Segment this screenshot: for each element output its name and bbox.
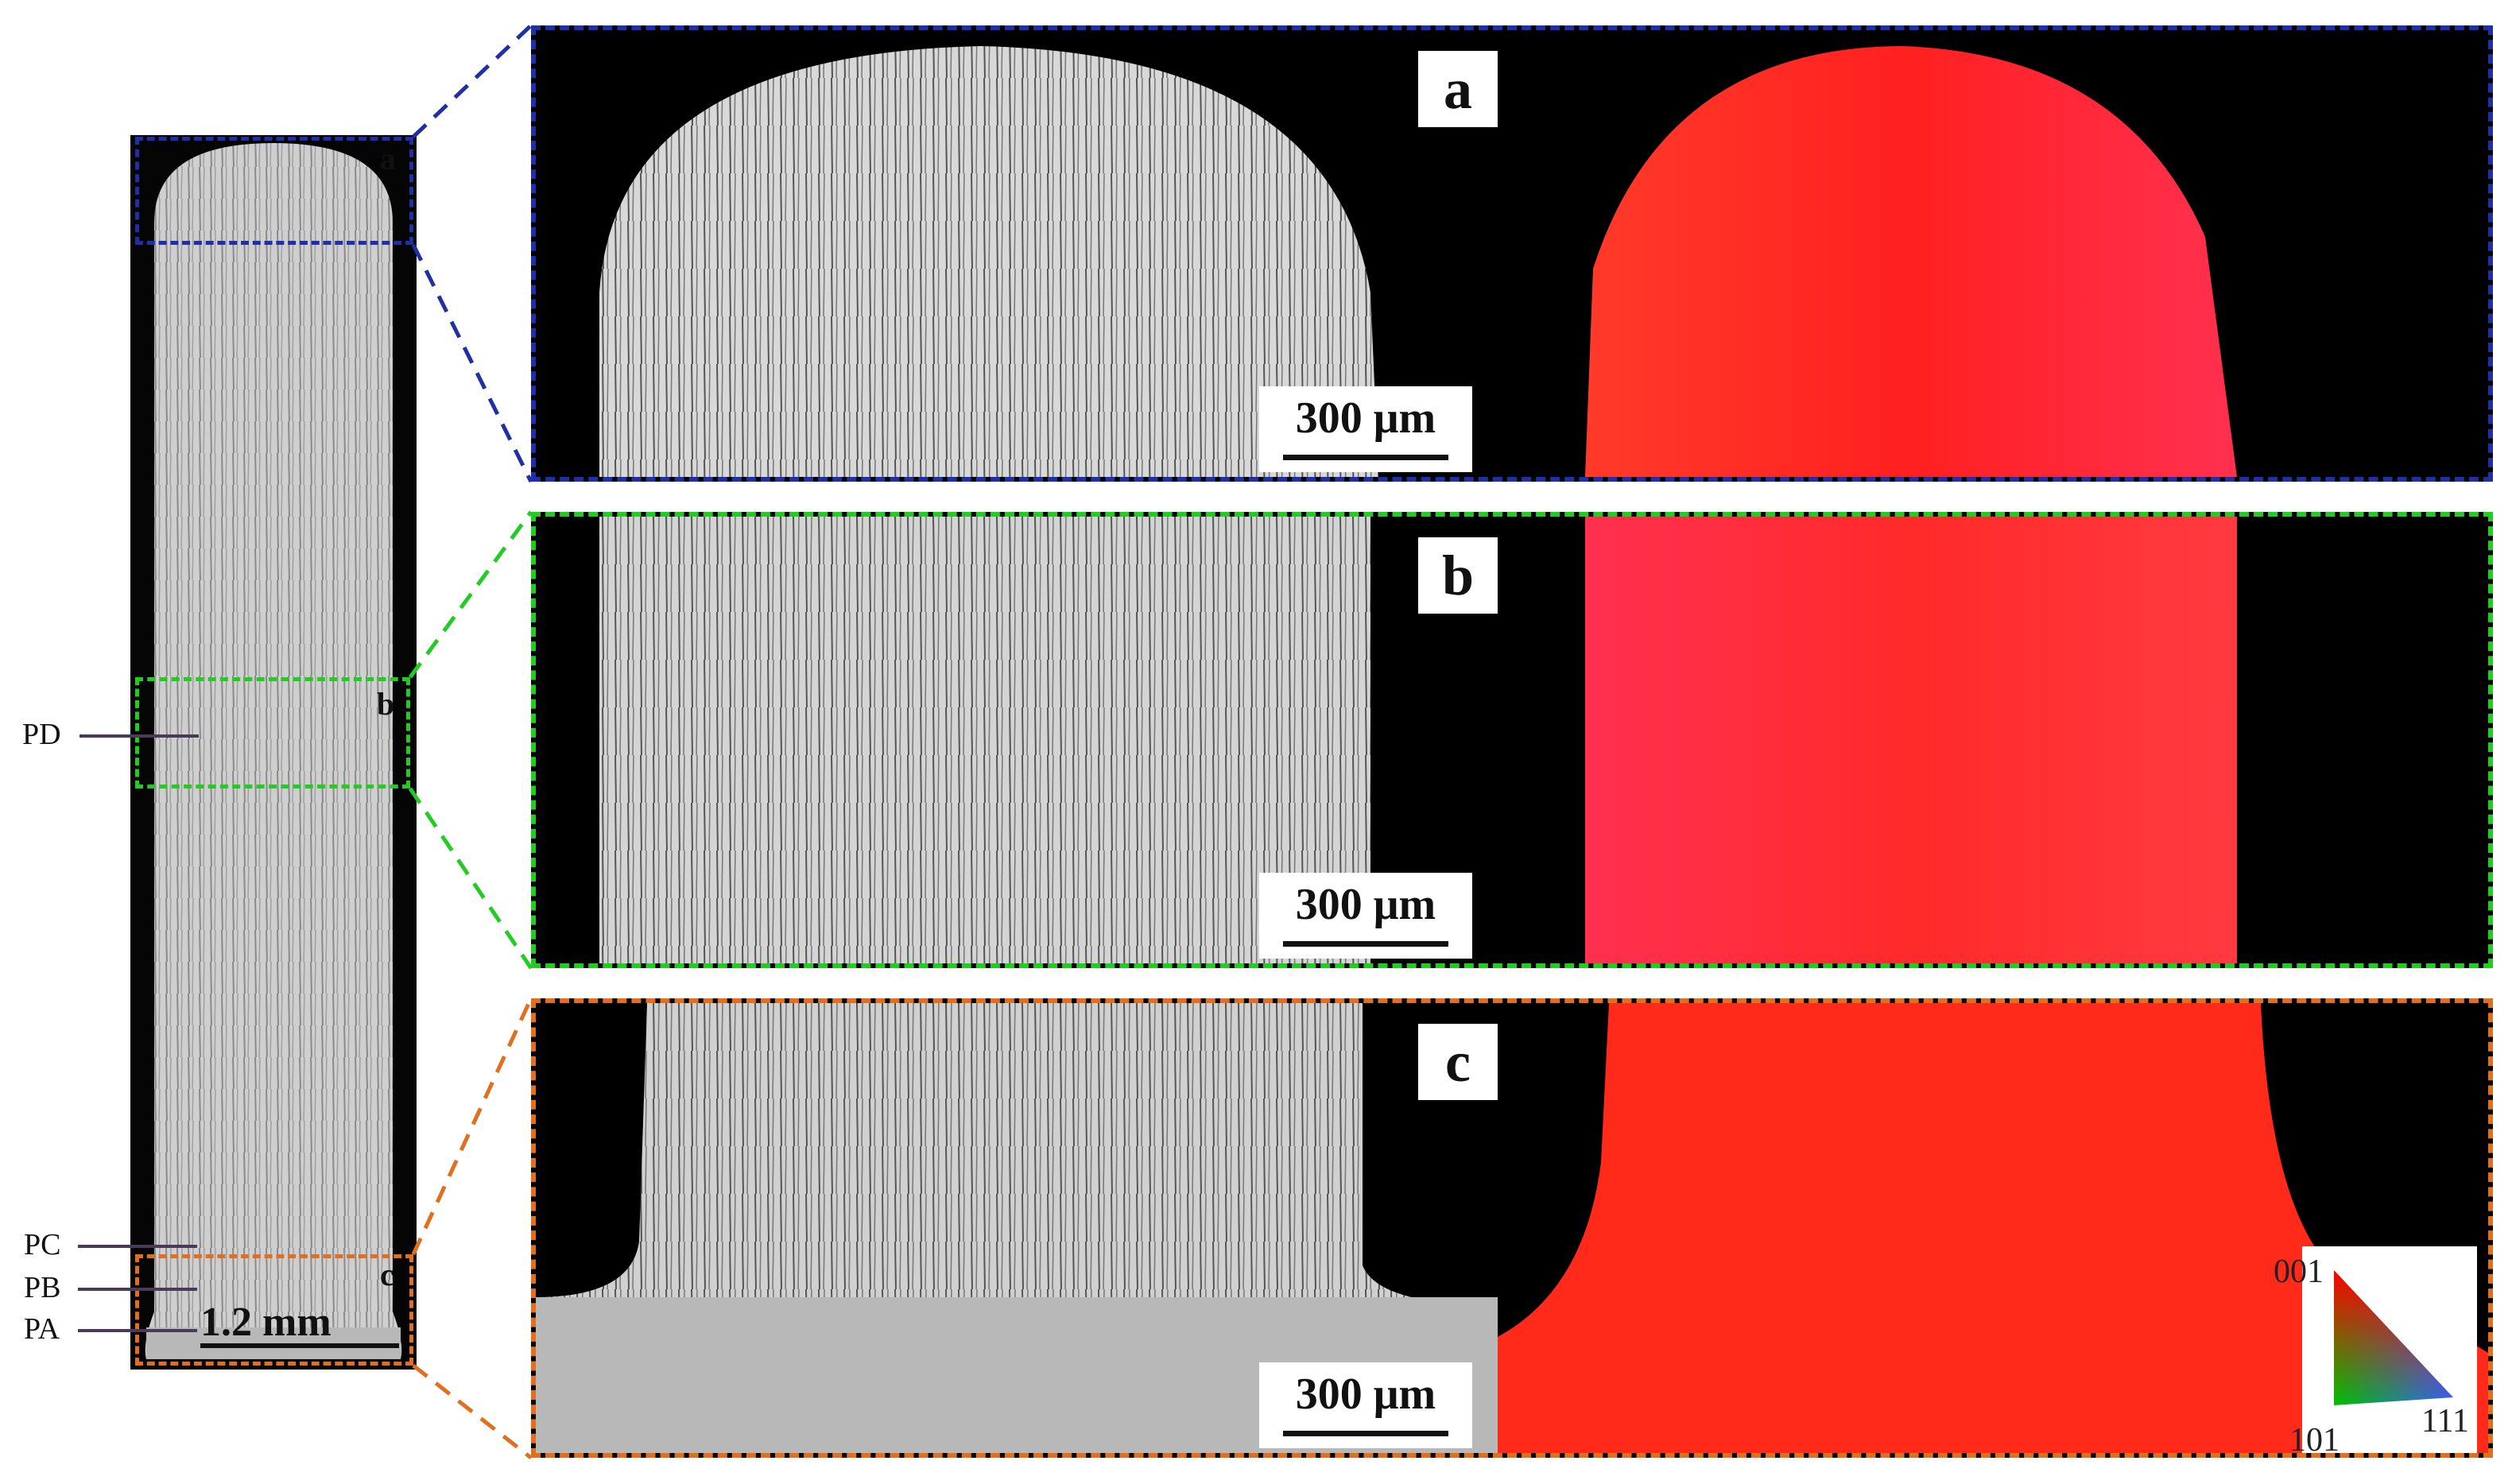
roi-letter-c: c bbox=[380, 1257, 394, 1292]
panel-c-scalebar-label: 300 μm bbox=[1295, 1370, 1436, 1419]
ipf-label-001: 001 bbox=[2274, 1253, 2324, 1290]
label-pa: PA bbox=[24, 1312, 60, 1346]
panel-a-scalebar-line bbox=[1283, 455, 1448, 460]
panel-b: b 300 μm bbox=[531, 512, 2493, 968]
ipf-triangle bbox=[2334, 1270, 2453, 1405]
overview-micrograph bbox=[130, 135, 417, 1370]
ipf-label-111: 111 bbox=[2421, 1403, 2469, 1439]
roi-letter-b: b bbox=[377, 686, 395, 722]
leader-pd bbox=[79, 734, 199, 738]
label-pd: PD bbox=[22, 718, 61, 751]
roi-box-a bbox=[135, 137, 413, 245]
panel-c-scalebar: 300 μm bbox=[1259, 1362, 1472, 1448]
roi-box-b bbox=[135, 677, 410, 788]
panel-c: c 300 μm 001 101 111 bbox=[531, 998, 2493, 1458]
overview-scale-label: 1.2 mm bbox=[200, 1300, 331, 1345]
panel-a-letter: a bbox=[1418, 51, 1498, 127]
ipf-color-key: 001 101 111 bbox=[2274, 1246, 2477, 1453]
panel-b-images bbox=[599, 517, 2237, 963]
roi-box-c bbox=[135, 1254, 413, 1366]
panel-b-letter: b bbox=[1418, 537, 1498, 614]
panel-a-images bbox=[599, 46, 2237, 477]
label-pb: PB bbox=[24, 1271, 61, 1304]
overview-scale-bar bbox=[200, 1343, 399, 1348]
panel-c-letter: c bbox=[1418, 1024, 1498, 1100]
panel-b-scalebar-label: 300 μm bbox=[1295, 880, 1436, 929]
label-pc: PC bbox=[24, 1228, 61, 1261]
panel-a: a 300 μm bbox=[531, 25, 2493, 482]
leader-pb bbox=[78, 1288, 197, 1291]
panel-b-scalebar-line bbox=[1283, 941, 1448, 947]
leader-pa bbox=[78, 1329, 197, 1332]
panel-a-scalebar-label: 300 μm bbox=[1295, 393, 1436, 443]
panel-a-scalebar: 300 μm bbox=[1259, 386, 1472, 472]
panel-c-images bbox=[536, 1003, 2488, 1453]
roi-letter-a: a bbox=[380, 141, 396, 176]
ipf-label-101: 101 bbox=[2289, 1422, 2339, 1458]
panel-c-scalebar-line bbox=[1283, 1431, 1448, 1436]
panel-b-scalebar: 300 μm bbox=[1259, 873, 1472, 959]
leader-pc bbox=[78, 1245, 197, 1248]
